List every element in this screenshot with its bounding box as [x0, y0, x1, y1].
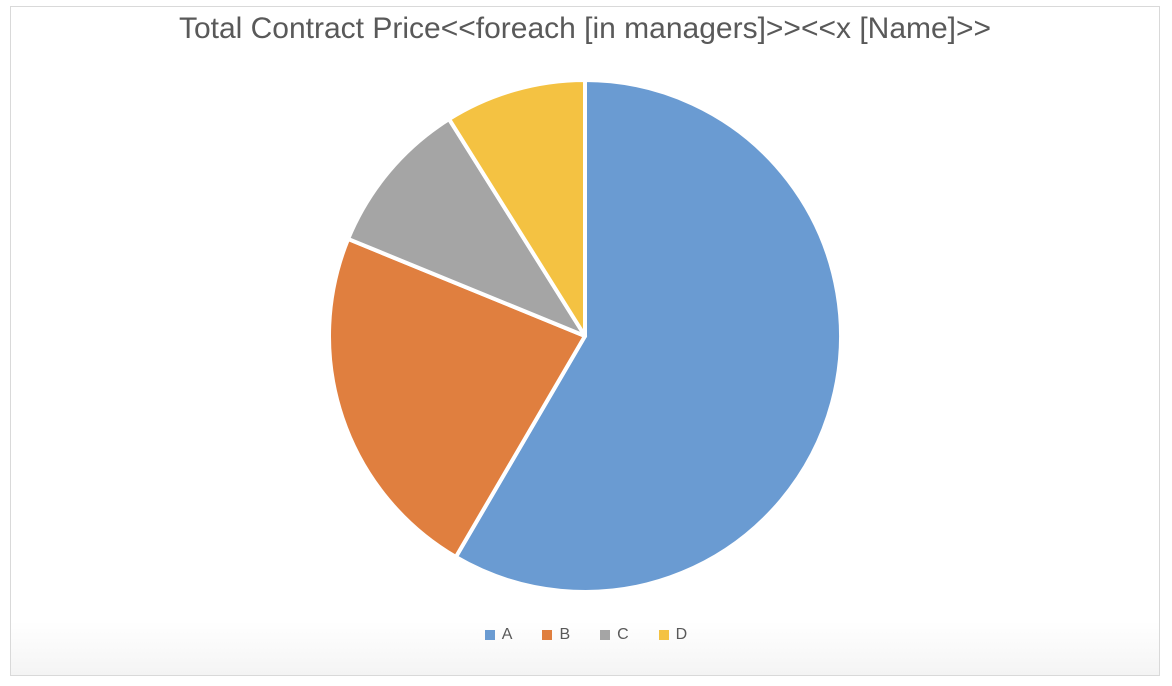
legend-label: A — [501, 626, 513, 643]
legend-swatch — [600, 630, 611, 640]
legend-label: D — [675, 626, 688, 643]
legend: A B C D — [0, 626, 1172, 644]
legend-item-a: A — [484, 626, 513, 644]
legend-swatch — [484, 630, 495, 640]
legend-item-c: C — [600, 626, 629, 644]
legend-item-d: D — [658, 626, 688, 644]
pie-slice-b — [327, 236, 587, 560]
pie-slice-d — [447, 78, 587, 338]
pie-slice-a — [453, 78, 843, 594]
legend-label: C — [617, 626, 629, 643]
pie-slice-c — [346, 117, 587, 338]
legend-swatch — [542, 630, 553, 640]
chart-title: Total Contract Price<<foreach [in manage… — [178, 12, 992, 45]
legend-label: B — [559, 626, 571, 643]
legend-item-b: B — [542, 626, 570, 644]
legend-swatch — [658, 630, 669, 640]
